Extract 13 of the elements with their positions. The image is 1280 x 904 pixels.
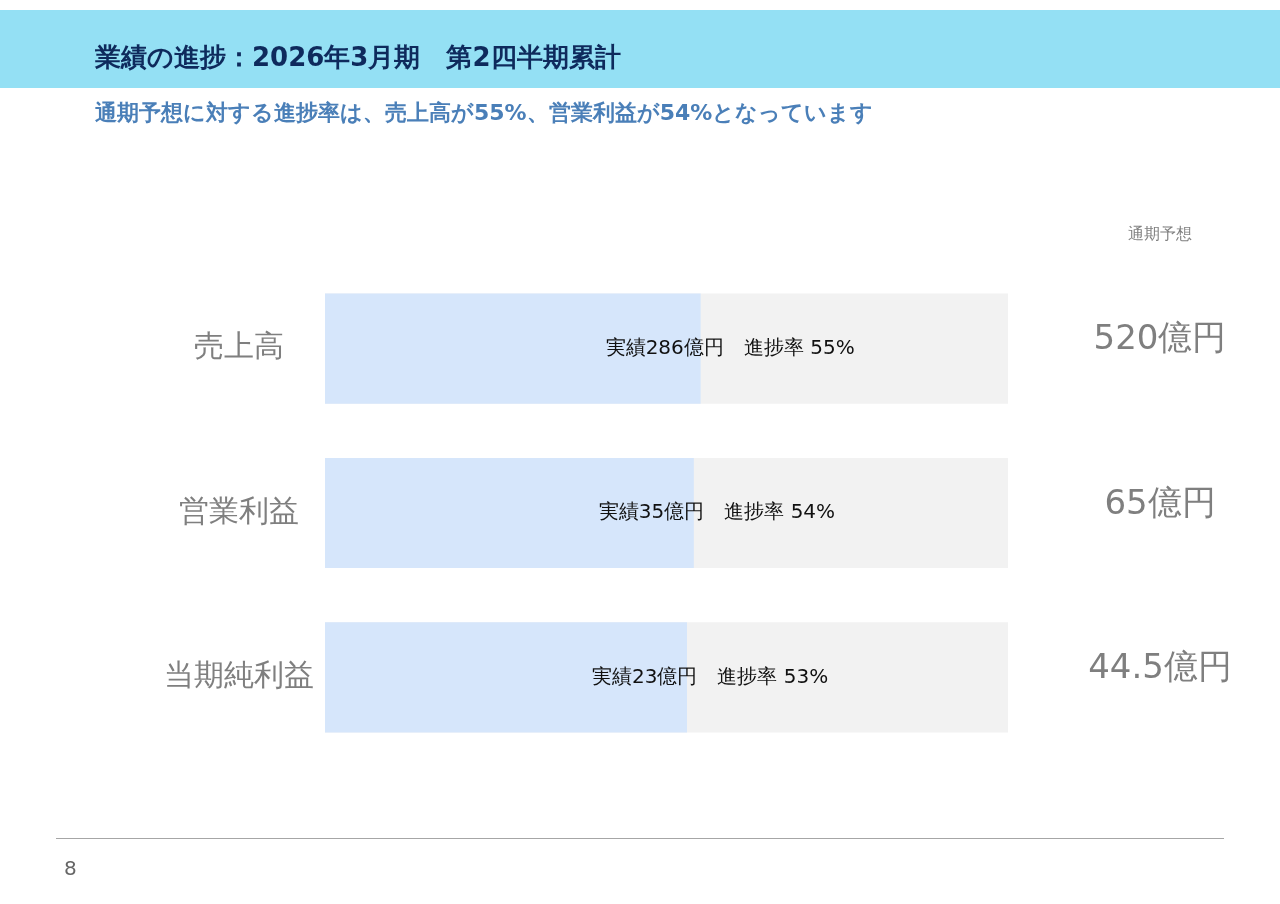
- data-label: 実績23億円 進捗率 53%: [591, 663, 829, 688]
- chart-subtitle: 通期予想に対する進捗率は、売上高が55%、営業利益が54%となっています: [95, 99, 874, 127]
- text: 44.5億円: [1088, 646, 1232, 687]
- text: 520億円: [1093, 317, 1227, 358]
- text: 8: [64, 856, 77, 880]
- y-tick-label: 当期純利益: [164, 657, 314, 693]
- data-label: 実績35億円 進捗率 54%: [598, 499, 836, 524]
- text: 65億円: [1104, 481, 1216, 522]
- text: 通期予想: [1127, 224, 1193, 245]
- y-tick-label: 売上高: [194, 328, 284, 364]
- data-label: 実績286億円 進捗率 55%: [605, 334, 855, 359]
- chart-title: 業績の進捗：2026年3月期 第2四半期累計: [95, 41, 621, 74]
- y-tick-label: 営業利益: [179, 492, 299, 528]
